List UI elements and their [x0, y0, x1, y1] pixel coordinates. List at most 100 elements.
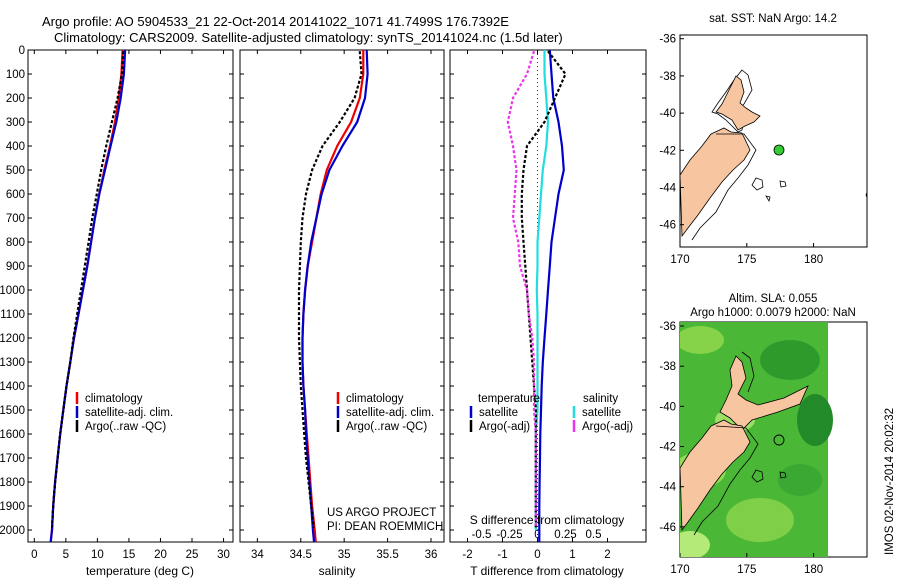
sla-anomaly-patch	[680, 531, 710, 557]
sla-anomaly-patch	[778, 464, 822, 496]
sst-map-land	[680, 69, 867, 241]
islet-contour-2	[765, 195, 771, 203]
shelf-contour	[711, 69, 753, 133]
s-difference-tick-label: 0.5	[586, 529, 602, 541]
lat-tick-label: -42	[659, 442, 676, 454]
pressure-tick-label: 700	[6, 213, 25, 225]
lat-tick-label: -36	[659, 321, 676, 333]
x-tick-label: 5	[63, 549, 69, 561]
pressure-tick-label: 300	[6, 117, 25, 129]
s-difference-xlabel: S difference from climatology	[470, 513, 625, 527]
temperature-xlabel: temperature (deg C)	[86, 564, 194, 578]
legend-label-t-satellite: satellite	[479, 407, 518, 419]
lat-tick-label: -38	[659, 361, 676, 373]
sst-map-lon-axis: 170 175 180	[670, 243, 823, 266]
series-line-argo	[297, 51, 363, 528]
lon-tick-label: 175	[737, 254, 756, 266]
temperature-panel-frame	[27, 49, 234, 543]
sla-map-lon-axis: 170 175 180	[670, 553, 823, 576]
figure-title: Argo profile: AO 5904533_21 22-Oct-2014 …	[42, 14, 509, 29]
x-tick-label: 0	[534, 549, 540, 561]
x-tick-label: -1	[497, 549, 507, 561]
lon-tick-label: 175	[737, 564, 756, 576]
salinity-series	[297, 50, 369, 542]
x-tick-label: 35	[338, 549, 351, 561]
x-tick-label: 30	[217, 549, 230, 561]
temperature-axis: 0 5 10 15 20 25 30	[31, 50, 230, 561]
sst-map-lat-axis: -36 -38 -40 -42 -44 -46	[659, 34, 684, 232]
pressure-tick-label: 1100	[0, 309, 25, 321]
legend-heading-salinity: salinity	[583, 393, 618, 405]
legend-heading-temperature: temperature	[478, 393, 540, 405]
x-tick-label: 20	[154, 549, 167, 561]
lat-tick-label: -40	[659, 401, 676, 413]
pressure-tick-label: 1500	[0, 405, 25, 417]
x-tick-label: 35.5	[376, 549, 398, 561]
pressure-tick-label: 100	[6, 69, 25, 81]
x-tick-label: 2	[604, 549, 610, 561]
temperature-series	[49, 50, 127, 542]
pressure-tick-label: 1300	[0, 357, 25, 369]
lat-tick-label: -36	[659, 34, 676, 46]
series-line-satellite	[301, 50, 369, 542]
south-shelf-contour	[691, 133, 757, 241]
sla-map-field	[680, 322, 833, 557]
sla-anomaly-patch	[760, 340, 820, 380]
x-tick-label: 25	[186, 549, 199, 561]
chatham-rise-contour	[751, 177, 764, 191]
lat-tick-label: -44	[659, 482, 676, 494]
x-tick-label: 10	[91, 549, 104, 561]
lon-tick-label: 180	[804, 564, 823, 576]
salinity-legend: climatology satellite-adj. clim. Argo(..…	[336, 392, 434, 433]
north-island	[719, 355, 809, 431]
pressure-tick-label: 1800	[0, 477, 25, 489]
x-tick-label: 34	[251, 549, 264, 561]
x-tick-label: 0	[31, 549, 37, 561]
sla-map-lat-axis: -36 -38 -40 -42 -44 -46	[659, 321, 684, 534]
sla-anomaly-patch	[680, 326, 724, 354]
pressure-tick-label: 800	[6, 237, 25, 249]
lat-tick-label: -42	[659, 145, 676, 157]
pressure-tick-label: 600	[6, 189, 25, 201]
series-line-t_satellite	[538, 50, 565, 542]
legend-label-satellite: satellite-adj. clim.	[346, 407, 434, 419]
lat-tick-label: -46	[659, 220, 676, 232]
x-tick-label: -2	[462, 549, 472, 561]
float-position-marker	[773, 434, 785, 446]
south-island	[680, 127, 751, 238]
lat-tick-label: -40	[659, 108, 676, 120]
islet-contour	[779, 180, 787, 188]
x-tick-label: 34.5	[290, 549, 312, 561]
project-credit: US ARGO PROJECT	[327, 507, 436, 519]
legend-label-argo: Argo(..raw -QC)	[346, 421, 427, 433]
legend-label-satellite: satellite-adj. clim.	[85, 407, 173, 419]
float-position-marker	[773, 144, 785, 156]
south-island	[680, 419, 751, 532]
x-tick-label: 36	[425, 549, 438, 561]
lat-tick-label: -44	[659, 182, 676, 194]
legend-label-s-satellite: satellite	[582, 407, 621, 419]
temperature-legend: climatology satellite-adj. clim. Argo(..…	[75, 392, 173, 433]
salinity-panel-frame	[239, 49, 445, 543]
legend-label-argo: Argo(..raw -QC)	[85, 421, 166, 433]
pressure-tick-label: 1400	[0, 381, 25, 393]
legend-label-climatology: climatology	[85, 393, 143, 405]
lon-tick-label: 170	[670, 564, 689, 576]
sla-map-subtitle: Argo h1000: 0.0079 h2000: NaN	[690, 307, 856, 319]
pressure-tick-label: 500	[6, 165, 25, 177]
series-line-s_argo	[506, 50, 537, 528]
islet-contour	[779, 471, 787, 479]
chatham-rise-contour	[751, 469, 764, 483]
pressure-tick-label: 2000	[0, 525, 25, 537]
pressure-tick-label: 1900	[0, 501, 25, 513]
x-tick-label: 15	[123, 549, 136, 561]
sla-anomaly-patch	[797, 394, 833, 446]
imos-timestamp: IMOS 02-Nov-2014 20:02:32	[884, 408, 896, 555]
lat-tick-label: -46	[659, 522, 676, 534]
series-line-argo	[50, 51, 125, 528]
north-island	[715, 75, 761, 131]
s-difference-tick-label: -0.5	[472, 529, 492, 541]
figure-subtitle: Climatology: CARS2009. Satellite-adjuste…	[54, 30, 563, 45]
t-difference-xlabel: T difference from climatology	[470, 564, 624, 578]
